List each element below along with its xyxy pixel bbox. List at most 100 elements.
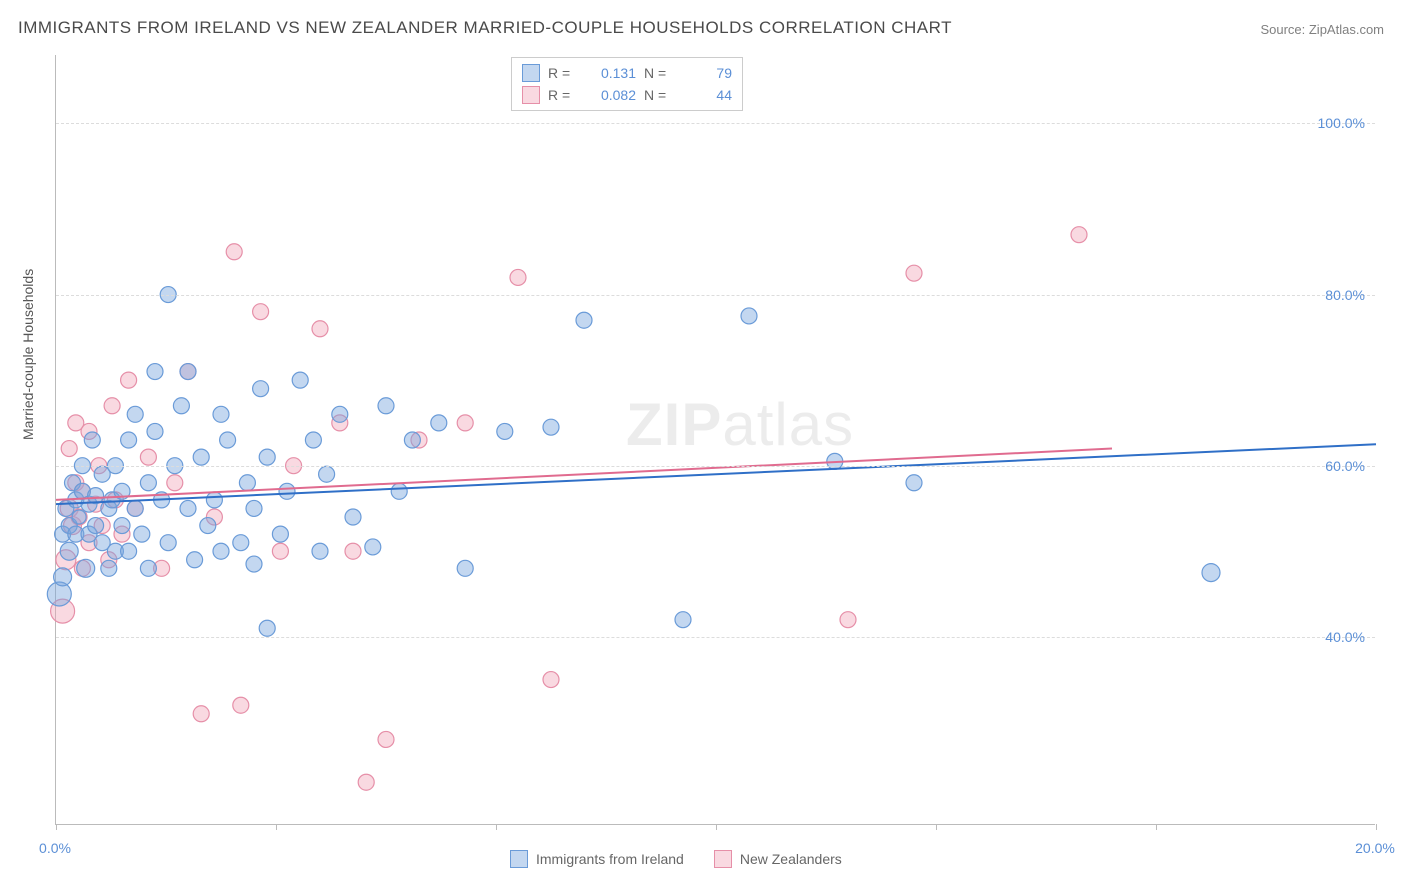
- scatter-point: [431, 415, 447, 431]
- scatter-point: [1202, 564, 1220, 582]
- scatter-point: [312, 543, 328, 559]
- scatter-point: [239, 475, 255, 491]
- scatter-point: [187, 552, 203, 568]
- scatter-point: [741, 308, 757, 324]
- y-tick-label: 40.0%: [1325, 629, 1365, 645]
- scatter-point: [101, 560, 117, 576]
- scatter-point: [61, 441, 77, 457]
- y-axis-title: Married-couple Households: [20, 269, 36, 440]
- scatter-point: [906, 475, 922, 491]
- scatter-point: [543, 672, 559, 688]
- n-value-series2: 44: [682, 87, 732, 103]
- scatter-point: [292, 372, 308, 388]
- trend-line: [56, 449, 1112, 500]
- scatter-point: [121, 372, 137, 388]
- correlation-legend: R = 0.131 N = 79 R = 0.082 N = 44: [511, 57, 743, 111]
- scatter-point: [1071, 227, 1087, 243]
- legend-item-series2: New Zealanders: [714, 850, 842, 868]
- x-tick-label: 20.0%: [1355, 840, 1395, 856]
- swatch-series2: [522, 86, 540, 104]
- scatter-point: [391, 483, 407, 499]
- chart-title: IMMIGRANTS FROM IRELAND VS NEW ZEALANDER…: [18, 18, 952, 38]
- legend-label-series1: Immigrants from Ireland: [536, 851, 684, 867]
- scatter-point: [104, 398, 120, 414]
- scatter-point: [378, 731, 394, 747]
- scatter-point: [319, 466, 335, 482]
- r-value-series1: 0.131: [586, 65, 636, 81]
- swatch-series2: [714, 850, 732, 868]
- legend-row-series2: R = 0.082 N = 44: [522, 84, 732, 106]
- scatter-point: [332, 406, 348, 422]
- scatter-point: [220, 432, 236, 448]
- scatter-point: [167, 475, 183, 491]
- legend-label-series2: New Zealanders: [740, 851, 842, 867]
- plot-area: ZIPatlas R = 0.131 N = 79 R = 0.082 N = …: [55, 55, 1375, 825]
- scatter-point: [253, 304, 269, 320]
- x-tick-label: 0.0%: [39, 840, 71, 856]
- scatter-point: [246, 556, 262, 572]
- scatter-point: [457, 560, 473, 576]
- r-label: R =: [548, 65, 578, 81]
- legend-item-series1: Immigrants from Ireland: [510, 850, 684, 868]
- scatter-point: [345, 543, 361, 559]
- scatter-point: [180, 500, 196, 516]
- legend-row-series1: R = 0.131 N = 79: [522, 62, 732, 84]
- scatter-point: [279, 483, 295, 499]
- scatter-point: [206, 492, 222, 508]
- scatter-point: [140, 449, 156, 465]
- scatter-point: [140, 475, 156, 491]
- r-value-series2: 0.082: [586, 87, 636, 103]
- scatter-point: [259, 620, 275, 636]
- scatter-point: [365, 539, 381, 555]
- scatter-point: [134, 526, 150, 542]
- scatter-point: [213, 543, 229, 559]
- r-label: R =: [548, 87, 578, 103]
- scatter-point: [272, 526, 288, 542]
- scatter-point: [404, 432, 420, 448]
- scatter-point: [84, 432, 100, 448]
- scatter-point: [180, 364, 196, 380]
- scatter-point: [72, 510, 86, 524]
- scatter-point: [226, 244, 242, 260]
- scatter-point: [272, 543, 288, 559]
- scatter-point: [160, 535, 176, 551]
- scatter-point: [497, 423, 513, 439]
- scatter-point: [233, 697, 249, 713]
- n-label: N =: [644, 87, 674, 103]
- scatter-point: [312, 321, 328, 337]
- y-tick-label: 80.0%: [1325, 287, 1365, 303]
- swatch-series1: [510, 850, 528, 868]
- scatter-point: [543, 419, 559, 435]
- y-tick-label: 60.0%: [1325, 458, 1365, 474]
- scatter-point: [305, 432, 321, 448]
- scatter-point: [576, 312, 592, 328]
- scatter-point: [173, 398, 189, 414]
- scatter-point: [378, 398, 394, 414]
- scatter-point: [60, 542, 78, 560]
- series-legend: Immigrants from Ireland New Zealanders: [510, 850, 842, 868]
- scatter-point: [510, 269, 526, 285]
- scatter-point: [906, 265, 922, 281]
- scatter-point: [147, 423, 163, 439]
- scatter-point: [121, 543, 137, 559]
- scatter-point: [77, 559, 95, 577]
- scatter-point: [233, 535, 249, 551]
- scatter-point: [675, 612, 691, 628]
- y-tick-label: 100.0%: [1318, 115, 1365, 131]
- scatter-point: [840, 612, 856, 628]
- scatter-point: [114, 518, 130, 534]
- scatter-point: [147, 364, 163, 380]
- scatter-point: [193, 449, 209, 465]
- scatter-point: [213, 406, 229, 422]
- scatter-point: [358, 774, 374, 790]
- scatter-point: [345, 509, 361, 525]
- scatter-point: [54, 568, 72, 586]
- swatch-series1: [522, 64, 540, 82]
- scatter-point: [259, 449, 275, 465]
- scatter-point: [457, 415, 473, 431]
- n-label: N =: [644, 65, 674, 81]
- scatter-point: [88, 518, 104, 534]
- scatter-point: [127, 500, 143, 516]
- scatter-point: [121, 432, 137, 448]
- scatter-point: [200, 518, 216, 534]
